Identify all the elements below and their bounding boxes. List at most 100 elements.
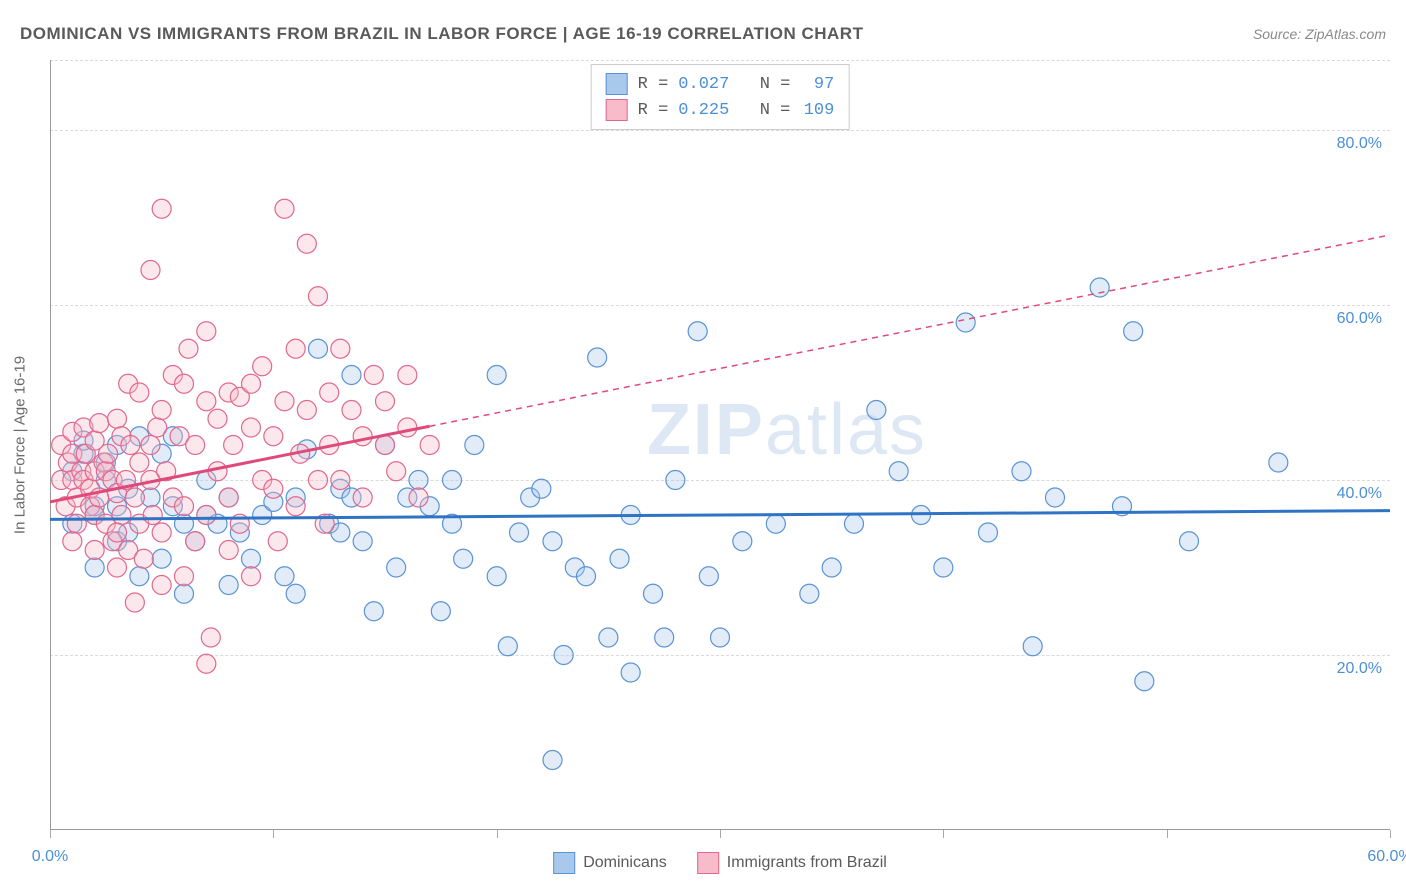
- scatter-point: [197, 392, 216, 411]
- scatter-point: [454, 549, 473, 568]
- scatter-point: [90, 414, 109, 433]
- scatter-point: [398, 418, 417, 437]
- scatter-point: [297, 234, 316, 253]
- scatter-point: [197, 322, 216, 341]
- legend-r-value-1: 0.027: [678, 75, 729, 94]
- scatter-point: [543, 751, 562, 770]
- scatter-point: [197, 654, 216, 673]
- scatter-point: [309, 287, 328, 306]
- legend-r-value-2: 0.225: [678, 101, 729, 120]
- scatter-point: [99, 444, 118, 463]
- scatter-point: [353, 427, 372, 446]
- scatter-point: [219, 576, 238, 595]
- scatter-point: [655, 628, 674, 647]
- scatter-point: [800, 584, 819, 603]
- scatter-point: [420, 436, 439, 455]
- scatter-point: [621, 506, 640, 525]
- scatter-point: [208, 462, 227, 481]
- scatter-point: [179, 339, 198, 358]
- legend-swatch-pink: [606, 99, 628, 121]
- scatter-point: [353, 488, 372, 507]
- scatter-point: [175, 497, 194, 516]
- scatter-point: [125, 488, 144, 507]
- scatter-point: [956, 313, 975, 332]
- scatter-point: [201, 628, 220, 647]
- scatter-point: [320, 436, 339, 455]
- scatter-point: [242, 374, 261, 393]
- scatter-point: [130, 567, 149, 586]
- scatter-point: [175, 374, 194, 393]
- scatter-point: [431, 602, 450, 621]
- scatter-point: [275, 199, 294, 218]
- scatter-point: [242, 549, 261, 568]
- scatter-point: [90, 488, 109, 507]
- scatter-point: [409, 488, 428, 507]
- scatter-point: [387, 558, 406, 577]
- scatter-point: [297, 401, 316, 420]
- scatter-point: [141, 261, 160, 280]
- scatter-point: [644, 584, 663, 603]
- scatter-point: [286, 497, 305, 516]
- source-attribution: Source: ZipAtlas.com: [1253, 26, 1386, 42]
- scatter-points: [50, 60, 1390, 830]
- correlation-legend: R = 0.027 N = 97 R = 0.225 N = 109: [591, 64, 850, 130]
- legend-row-1: R = 0.027 N = 97: [606, 71, 835, 97]
- scatter-point: [409, 471, 428, 490]
- chart-container: In Labor Force | Age 16-19 20.0%40.0%60.…: [50, 60, 1390, 830]
- scatter-point: [934, 558, 953, 577]
- scatter-point: [275, 567, 294, 586]
- scatter-point: [152, 576, 171, 595]
- scatter-point: [1113, 497, 1132, 516]
- scatter-point: [331, 471, 350, 490]
- scatter-point: [264, 427, 283, 446]
- scatter-point: [108, 409, 127, 428]
- x-tick-label: 60.0%: [1367, 848, 1406, 866]
- scatter-point: [588, 348, 607, 367]
- scatter-point: [148, 418, 167, 437]
- scatter-point: [465, 436, 484, 455]
- scatter-point: [186, 436, 205, 455]
- scatter-point: [666, 471, 685, 490]
- scatter-point: [822, 558, 841, 577]
- scatter-point: [253, 357, 272, 376]
- legend-item-brazil: Immigrants from Brazil: [697, 852, 887, 874]
- scatter-point: [152, 523, 171, 542]
- legend-label: Immigrants from Brazil: [727, 854, 887, 872]
- scatter-point: [1046, 488, 1065, 507]
- scatter-point: [1090, 278, 1109, 297]
- legend-n-value-2: 109: [800, 101, 834, 120]
- scatter-point: [67, 514, 86, 533]
- legend-label: Dominicans: [583, 854, 667, 872]
- legend-swatch-blue: [553, 852, 575, 874]
- scatter-point: [766, 514, 785, 533]
- scatter-point: [387, 462, 406, 481]
- scatter-point: [688, 322, 707, 341]
- scatter-point: [342, 401, 361, 420]
- scatter-point: [186, 532, 205, 551]
- scatter-point: [1023, 637, 1042, 656]
- scatter-point: [443, 471, 462, 490]
- scatter-point: [286, 584, 305, 603]
- scatter-point: [376, 392, 395, 411]
- scatter-point: [1124, 322, 1143, 341]
- scatter-point: [175, 567, 194, 586]
- scatter-point: [364, 602, 383, 621]
- scatter-point: [510, 523, 529, 542]
- scatter-point: [208, 409, 227, 428]
- legend-r-label: R =: [638, 75, 669, 94]
- scatter-point: [143, 506, 162, 525]
- scatter-point: [867, 401, 886, 420]
- scatter-point: [443, 514, 462, 533]
- scatter-point: [577, 567, 596, 586]
- scatter-point: [108, 558, 127, 577]
- scatter-point: [979, 523, 998, 542]
- scatter-point: [134, 549, 153, 568]
- scatter-point: [175, 584, 194, 603]
- scatter-point: [554, 646, 573, 665]
- scatter-point: [116, 471, 135, 490]
- scatter-point: [315, 514, 334, 533]
- scatter-point: [1135, 672, 1154, 691]
- legend-swatch-pink: [697, 852, 719, 874]
- scatter-point: [309, 471, 328, 490]
- scatter-point: [264, 479, 283, 498]
